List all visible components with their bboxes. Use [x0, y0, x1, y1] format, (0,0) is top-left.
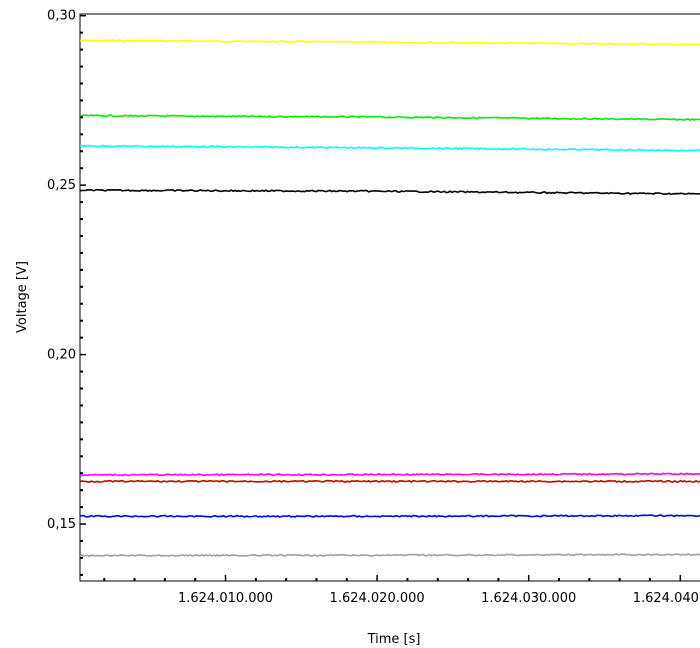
y-tick-label: 0,25 [47, 178, 76, 193]
y-tick-label: 0,20 [47, 348, 76, 363]
series-layer [79, 39, 700, 558]
y-axis: 0,15 0,20 0,25 0,30 [47, 9, 86, 576]
series-line-8 [79, 553, 700, 558]
plot-area [79, 13, 700, 582]
series-line-1 [79, 39, 700, 46]
y-axis-title: Voltage [V] [15, 261, 30, 333]
series-line-3 [79, 144, 700, 152]
series-line-5 [79, 472, 700, 477]
x-tick-label: 1.624.040.000 [633, 591, 700, 606]
plot-frame [79, 13, 700, 582]
series-line-7 [79, 514, 700, 518]
x-tick-label: 1.624.010.000 [178, 591, 273, 606]
x-tick-label: 1.624.020.000 [330, 591, 425, 606]
y-tick-label: 0,30 [47, 9, 76, 24]
x-axis: 1.624.010.000 1.624.020.000 1.624.030.000 1… [103, 575, 700, 606]
series-line-6 [79, 479, 700, 483]
x-axis-title: Time [s] [367, 632, 421, 647]
x-tick-label: 1.624.030.000 [481, 591, 576, 606]
series-line-4 [79, 188, 700, 196]
series-line-2 [79, 114, 700, 122]
y-tick-label: 0,15 [47, 517, 76, 532]
